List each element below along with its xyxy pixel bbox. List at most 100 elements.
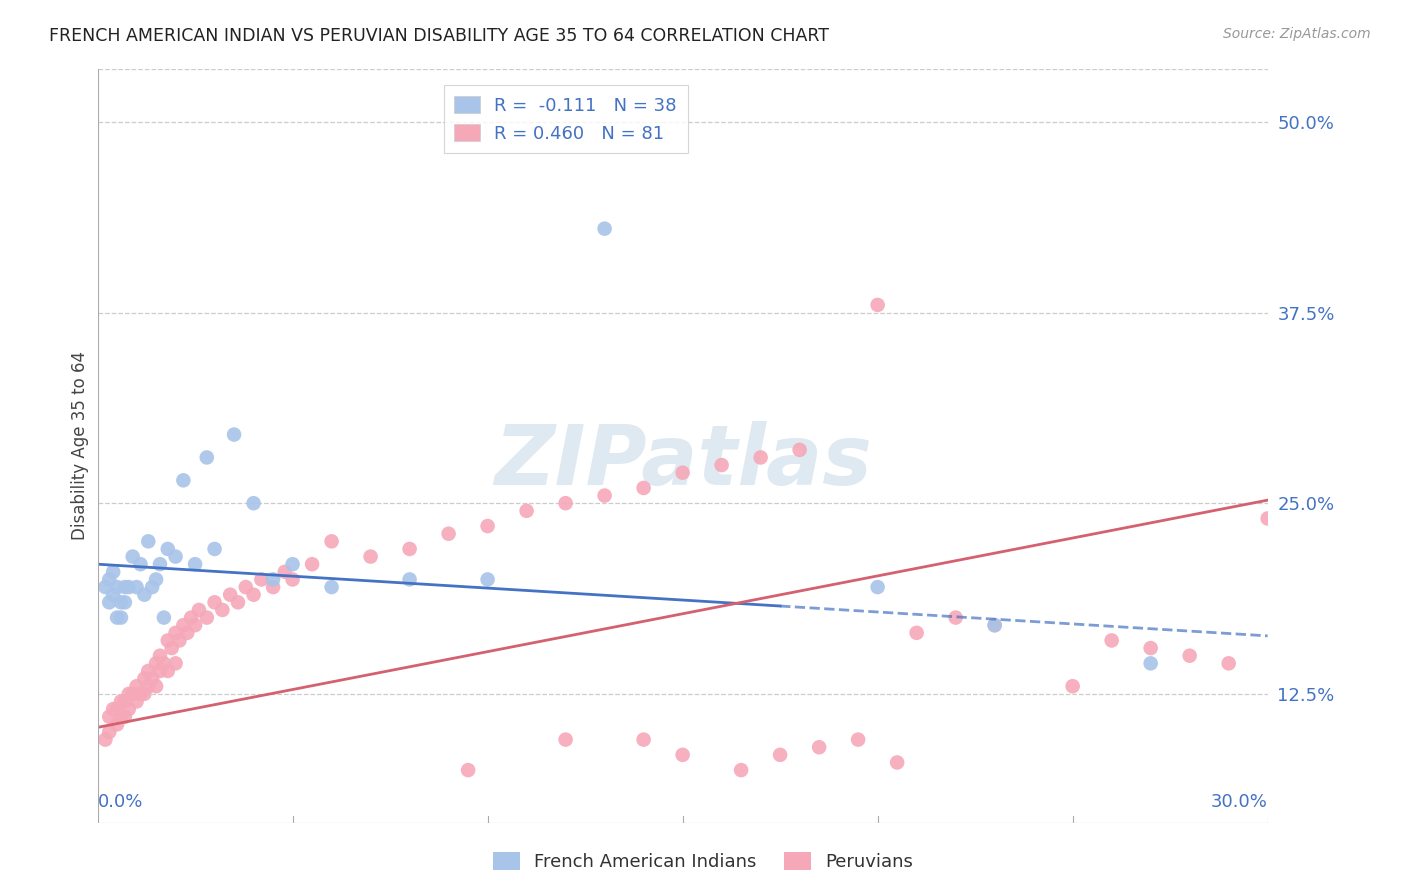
Point: [156, 633, 179, 648]
Point: [242, 496, 264, 510]
Point: [134, 687, 156, 701]
Point: [204, 541, 226, 556]
Point: [457, 763, 479, 777]
Point: [1139, 641, 1161, 656]
Point: [1062, 679, 1084, 693]
Point: [149, 558, 172, 572]
Point: [125, 694, 148, 708]
Point: [114, 595, 136, 609]
Point: [149, 648, 172, 663]
Legend: French American Indians, Peruvians: French American Indians, Peruvians: [485, 846, 921, 879]
Point: [1101, 633, 1123, 648]
Point: [118, 702, 141, 716]
Y-axis label: Disability Age 35 to 64: Disability Age 35 to 64: [72, 351, 89, 541]
Point: [101, 702, 124, 716]
Point: [195, 610, 218, 624]
Point: [633, 732, 655, 747]
Point: [398, 573, 420, 587]
Point: [1257, 511, 1279, 525]
Point: [98, 595, 121, 609]
Point: [94, 732, 117, 747]
Point: [477, 519, 499, 533]
Point: [110, 595, 132, 609]
Point: [188, 603, 211, 617]
Point: [437, 526, 460, 541]
Point: [105, 580, 128, 594]
Point: [110, 610, 132, 624]
Point: [710, 458, 733, 472]
Point: [129, 687, 152, 701]
Point: [165, 657, 187, 671]
Point: [886, 756, 908, 770]
Point: [141, 672, 163, 686]
Point: [274, 565, 297, 579]
Point: [554, 496, 576, 510]
Point: [242, 588, 264, 602]
Point: [195, 450, 218, 465]
Point: [114, 709, 136, 723]
Point: [156, 541, 179, 556]
Point: [134, 588, 156, 602]
Point: [110, 694, 132, 708]
Point: [134, 672, 156, 686]
Point: [769, 747, 792, 762]
Text: Source: ZipAtlas.com: Source: ZipAtlas.com: [1223, 27, 1371, 41]
Point: [262, 573, 284, 587]
Point: [136, 534, 159, 549]
Point: [176, 625, 198, 640]
Point: [129, 558, 152, 572]
Point: [172, 473, 194, 487]
Point: [846, 732, 869, 747]
Point: [360, 549, 382, 564]
Point: [145, 573, 167, 587]
Point: [219, 588, 242, 602]
Point: [866, 298, 889, 312]
Point: [866, 580, 889, 594]
Point: [222, 427, 245, 442]
Point: [672, 747, 695, 762]
Point: [321, 534, 343, 549]
Point: [1178, 648, 1201, 663]
Point: [554, 732, 576, 747]
Point: [153, 610, 176, 624]
Point: [1218, 657, 1240, 671]
Point: [593, 489, 616, 503]
Point: [165, 625, 187, 640]
Point: [301, 558, 323, 572]
Point: [98, 573, 121, 587]
Point: [730, 763, 752, 777]
Point: [235, 580, 257, 594]
Point: [172, 618, 194, 632]
Point: [136, 679, 159, 693]
Point: [516, 504, 538, 518]
Text: FRENCH AMERICAN INDIAN VS PERUVIAN DISABILITY AGE 35 TO 64 CORRELATION CHART: FRENCH AMERICAN INDIAN VS PERUVIAN DISAB…: [49, 27, 830, 45]
Point: [145, 657, 167, 671]
Point: [281, 573, 304, 587]
Point: [204, 595, 226, 609]
Text: ZIPatlas: ZIPatlas: [494, 421, 872, 501]
Point: [105, 717, 128, 731]
Point: [114, 694, 136, 708]
Point: [156, 664, 179, 678]
Point: [101, 588, 124, 602]
Point: [165, 549, 187, 564]
Point: [672, 466, 695, 480]
Point: [262, 580, 284, 594]
Point: [149, 664, 172, 678]
Point: [101, 565, 124, 579]
Point: [98, 725, 121, 739]
Point: [1139, 657, 1161, 671]
Point: [749, 450, 772, 465]
Point: [808, 740, 831, 755]
Point: [398, 541, 420, 556]
Point: [945, 610, 967, 624]
Point: [125, 580, 148, 594]
Point: [180, 610, 202, 624]
Point: [789, 442, 811, 457]
Point: [105, 610, 128, 624]
Point: [98, 709, 121, 723]
Point: [141, 580, 163, 594]
Legend: R =  -0.111   N = 38, R = 0.460   N = 81: R = -0.111 N = 38, R = 0.460 N = 81: [444, 85, 688, 153]
Point: [226, 595, 249, 609]
Point: [633, 481, 655, 495]
